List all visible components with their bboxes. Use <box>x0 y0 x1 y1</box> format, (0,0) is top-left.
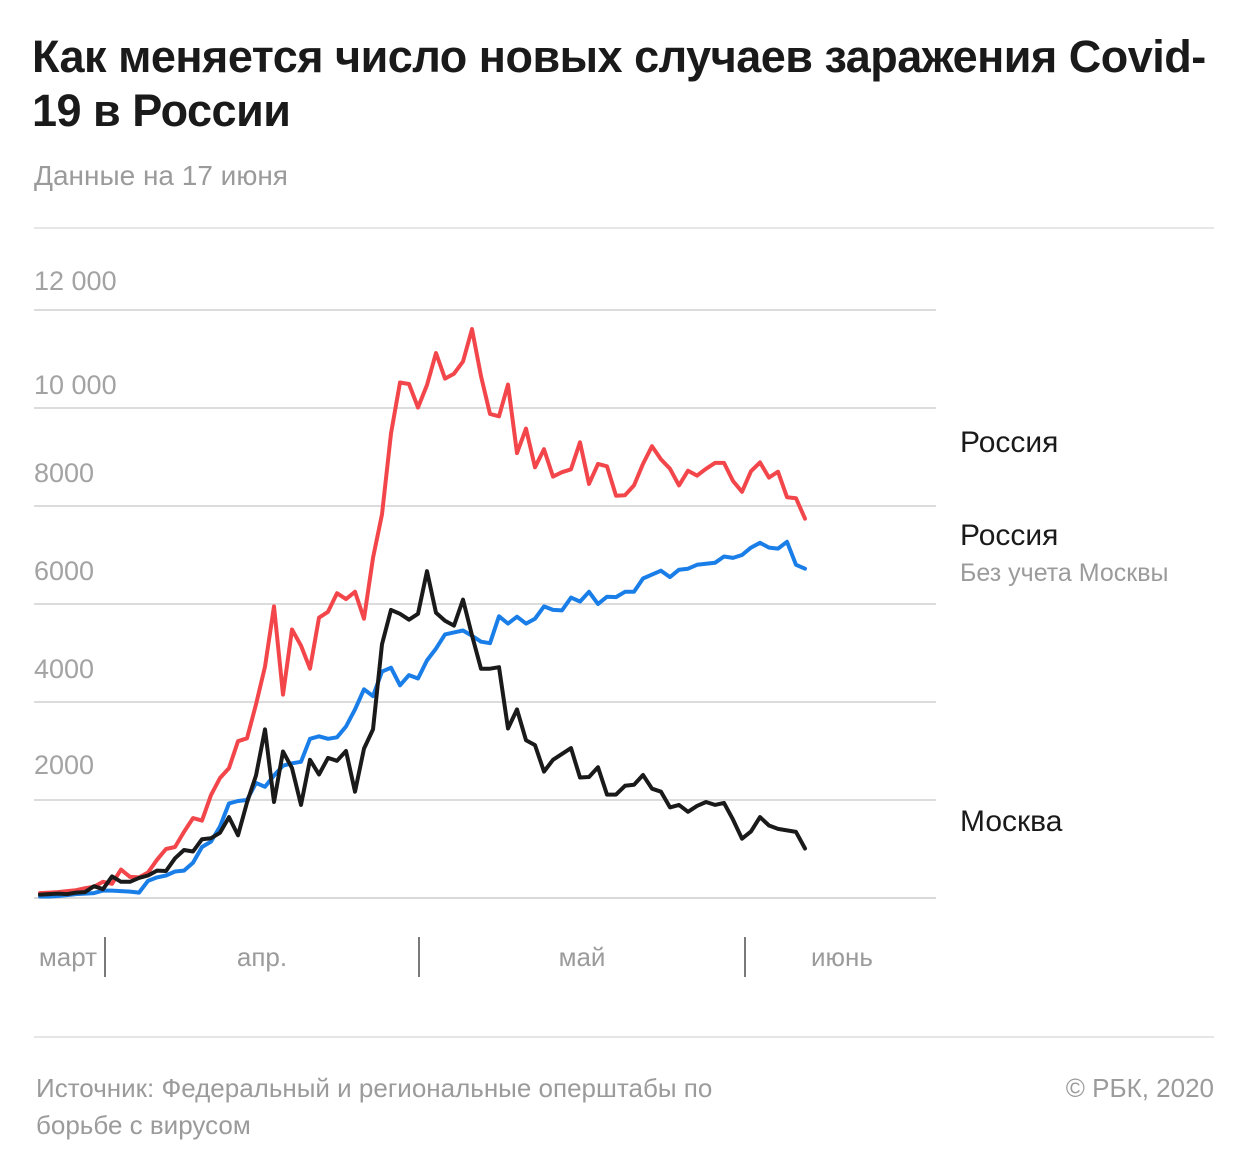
line-chart: 2000 4000 6000 8000 10 000 12 000 март апр. май… <box>34 266 1168 977</box>
y-tick-label-10000: 10 000 <box>34 370 117 400</box>
y-tick-label-12000: 12 000 <box>34 266 117 296</box>
y-tick-label-8000: 8000 <box>34 458 94 488</box>
chart-subtitle: Данные на 17 июня <box>34 160 288 191</box>
series-russia-no-moscow-line <box>38 539 807 899</box>
x-tick-label-1: март <box>39 942 97 972</box>
y-tick-label-6000: 6000 <box>34 556 94 586</box>
series-moscow-line <box>38 569 807 897</box>
series-russia-line <box>38 327 807 896</box>
label-russia-no-moscow-sublabel: Без учета Москвы <box>960 559 1168 587</box>
label-moscow: Москва <box>960 805 1063 838</box>
y-tick-label-4000: 4000 <box>34 654 94 684</box>
source-note: Источник: Федеральный и региональные опе… <box>36 1073 713 1140</box>
x-tick-label-2: апр. <box>237 942 287 972</box>
bottom-divider <box>34 1036 1214 1038</box>
label-russia-no-moscow: Россия <box>960 519 1058 552</box>
x-tick-label-3: май <box>559 942 606 972</box>
chart-title: Как меняется число новых случаев заражен… <box>32 31 1206 136</box>
x-tick-label-4: июнь <box>811 942 873 972</box>
x-axis: март апр. май июнь <box>39 937 873 977</box>
label-russia: Россия <box>960 426 1058 459</box>
series-labels: Россия Россия Без учета Москвы Москва <box>960 426 1168 838</box>
y-axis-ticks: 2000 4000 6000 8000 10 000 12 000 <box>34 266 117 780</box>
gridlines <box>34 309 936 899</box>
copyright: © РБК, 2020 <box>1065 1073 1214 1103</box>
series-lines <box>38 327 807 899</box>
y-tick-label-2000: 2000 <box>34 750 94 780</box>
top-divider <box>34 227 1214 229</box>
